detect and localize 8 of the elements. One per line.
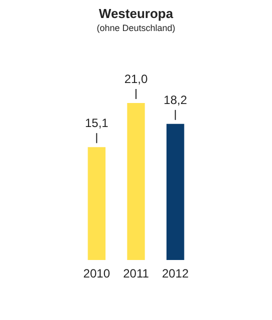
data-label: 15,1: [84, 116, 109, 130]
chart-subtitle: (ohne Deutschland): [96, 23, 176, 33]
data-label: 18,2: [164, 92, 188, 107]
x-tick-label: 2010: [83, 266, 110, 280]
x-tick-label: 2011: [123, 266, 150, 280]
x-tick-label: 2012: [162, 266, 190, 280]
data-label: 21,0: [124, 72, 148, 86]
chart-title: Westeuropa: [98, 6, 174, 21]
